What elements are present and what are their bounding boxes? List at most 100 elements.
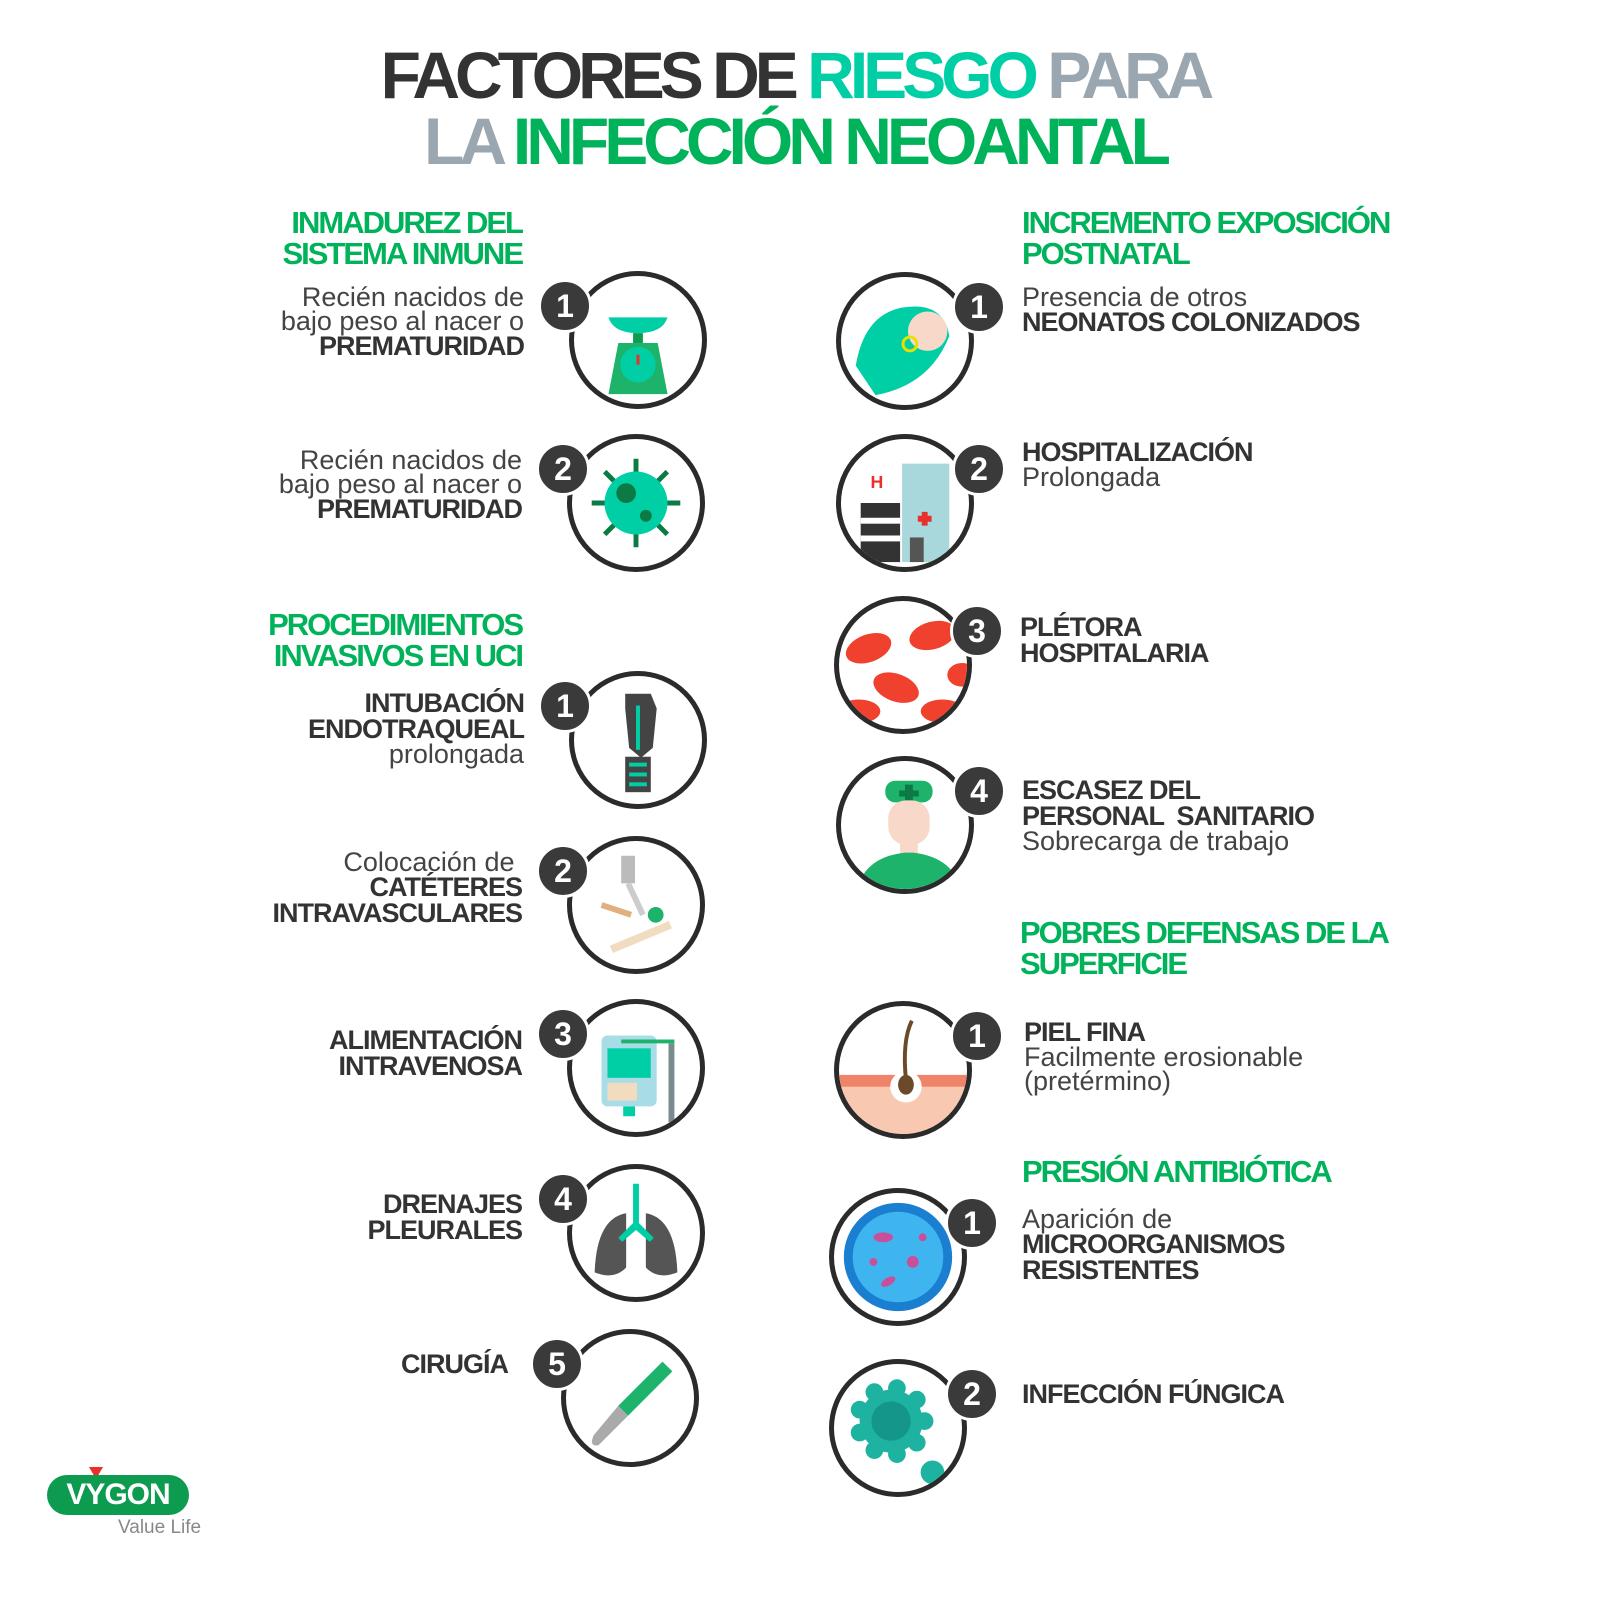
- risk-factor-text: Aparición de MICROORGANISMOS RESISTENTES: [1022, 1206, 1286, 1285]
- heading-line: PRESIÓN ANTIBIÓTICA: [1022, 1154, 1333, 1189]
- section-heading: PROCEDIMIENTOS INVASIVOS EN UCI: [268, 607, 524, 673]
- number-badge: 4: [536, 1172, 590, 1226]
- hospital-icon: H: [860, 463, 950, 563]
- text-line-bold: ALIMENTACIÓN: [329, 1025, 523, 1055]
- svg-text:H: H: [871, 472, 884, 492]
- text-line: Colocación de: [343, 847, 522, 877]
- risk-factor-text: ESCASEZ DEL PERSONAL SANITARIO Sobrecarga …: [1022, 775, 1315, 856]
- text-line: bajo peso al nacer o: [280, 306, 524, 336]
- number-badge: 1: [950, 1009, 1004, 1063]
- section-heading: INCREMENTO EXPOSICIÓN POSTNATAL: [1022, 205, 1391, 271]
- catheter-circle: [567, 836, 705, 974]
- petri-dish-circle: [829, 1188, 967, 1326]
- title-word: PARA: [1047, 38, 1214, 112]
- lungs-circle: [567, 1164, 705, 1302]
- vygon-logo: VYGON: [47, 1475, 189, 1515]
- heading-line: POSTNATAL: [1022, 236, 1191, 271]
- text-line-bold: CATÉTERES: [369, 872, 523, 902]
- text-line: bajo peso al nacer o: [278, 469, 522, 499]
- text-line-bold: INFECCIÓN FÚNGICA: [1022, 1379, 1285, 1409]
- nurse-icon: [857, 780, 961, 889]
- text-line-bold: HOSPITALARIA: [1020, 638, 1209, 668]
- text-line-bold: CIRUGÍA: [401, 1349, 509, 1379]
- number-badge: 2: [536, 844, 590, 898]
- iv-bag-circle: [567, 999, 705, 1137]
- title-line-1: FACTORES DE RIESGO PARA: [0, 42, 1595, 108]
- risk-factor-text: Recién nacidos de bajo peso al nacer o PRE…: [278, 447, 523, 524]
- text-line-bold: PREMATURIDAD: [317, 494, 523, 524]
- heading-line: SUPERFICIE: [1020, 946, 1188, 981]
- petri-dish-icon: [843, 1202, 953, 1312]
- risk-factor-text: PLÉTORA HOSPITALARIA: [1020, 612, 1209, 668]
- text-line-bold: PERSONAL SANITARIO: [1022, 801, 1315, 831]
- red-blood-cells-circle: [834, 596, 972, 734]
- catheter-icon: [600, 855, 672, 953]
- skin-hair-icon: [839, 1019, 967, 1134]
- text-line-bold: PLEURALES: [367, 1215, 523, 1245]
- text-line-bold: NEONATOS COLONIZADOS: [1022, 307, 1361, 337]
- section-heading: POBRES DEFENSAS DE LA SUPERFICIE: [1020, 915, 1390, 981]
- text-line-bold: PLÉTORA: [1020, 612, 1143, 642]
- virus-circle: [567, 434, 705, 572]
- text-line-bold: RESISTENTES: [1022, 1255, 1200, 1285]
- heading-line: PROCEDIMIENTOS: [268, 607, 524, 642]
- skin-hair-circle: [834, 1001, 972, 1139]
- scale-circle: [569, 271, 707, 409]
- endotracheal-tube-icon: [625, 693, 657, 793]
- title-word: RIESGO: [807, 38, 1048, 112]
- heading-line: SISTEMA INMUNE: [282, 236, 524, 271]
- fungus-circle: [829, 1359, 967, 1497]
- text-line: Sobrecarga de trabajo: [1022, 826, 1290, 856]
- newborn-icon: [855, 306, 950, 396]
- number-badge: 1: [538, 279, 592, 333]
- red-blood-cells-icon: [839, 620, 967, 724]
- text-line-bold: DRENAJES: [382, 1189, 523, 1219]
- text-line: (pretérmino): [1024, 1066, 1172, 1096]
- title-line-2: LA INFECCIÓN NEOANTAL: [0, 108, 1595, 174]
- text-line-bold: HOSPITALIZACIÓN: [1022, 437, 1253, 467]
- number-badge: 2: [945, 1367, 999, 1421]
- heading-line: INVASIVOS EN UCI: [273, 638, 524, 673]
- newborn-circle: [836, 272, 974, 410]
- text-line: Presencia de otros: [1022, 282, 1248, 312]
- scale-icon: [608, 317, 668, 395]
- endotracheal-tube-circle: [569, 671, 707, 809]
- number-badge: 5: [530, 1337, 584, 1391]
- text-line-bold: ESCASEZ DEL: [1022, 775, 1201, 805]
- lungs-icon: [594, 1183, 678, 1276]
- heading-line: POBRES DEFENSAS DE LA: [1020, 915, 1390, 950]
- logo-tagline: Value Life: [118, 1517, 202, 1538]
- text-line: Prolongada: [1022, 462, 1161, 492]
- title-word: LA: [424, 104, 513, 178]
- text-line-bold: PREMATURIDAD: [319, 331, 525, 361]
- risk-factor-text: Recién nacidos de bajo peso al nacer o PRE…: [280, 282, 525, 361]
- text-line: prolongada: [388, 739, 524, 769]
- section-heading: PRESIÓN ANTIBIÓTICA: [1022, 1154, 1333, 1189]
- risk-factor-text: Colocación de CATÉTERES INTRAVASCULARES: [272, 847, 523, 928]
- number-badge: 4: [952, 764, 1006, 818]
- heading-line: INMADUREZ DEL: [291, 205, 524, 240]
- iv-bag-icon: [601, 1035, 675, 1123]
- hospital-circle: H: [836, 434, 974, 572]
- title-word: INFECCIÓN NEOANTAL: [512, 104, 1171, 178]
- number-badge: 1: [538, 679, 592, 733]
- risk-factor-text: INTUBACIÓN ENDOTRAQUEAL prolongada: [308, 688, 526, 769]
- heading-line: INCREMENTO EXPOSICIÓN: [1022, 205, 1391, 240]
- risk-factor-text: DRENAJES PLEURALES: [367, 1189, 523, 1245]
- number-badge: 1: [952, 280, 1006, 334]
- risk-factor-text: HOSPITALIZACIÓN Prolongada: [1022, 437, 1253, 492]
- text-line-bold: INTRAVASCULARES: [272, 898, 523, 928]
- number-badge: 1: [945, 1196, 999, 1250]
- scalpel-circle: [561, 1329, 699, 1467]
- text-line-bold: INTRAVENOSA: [338, 1051, 523, 1081]
- text-line: Facilmente erosionable: [1024, 1042, 1304, 1072]
- virus-icon: [591, 458, 681, 548]
- risk-factor-text: PIEL FINA Facilmente erosionable (pretérmi…: [1024, 1019, 1304, 1096]
- number-badge: 3: [950, 604, 1004, 658]
- nurse-circle: [836, 756, 974, 894]
- title-word: FACTORES DE: [380, 38, 808, 112]
- scalpel-icon: [591, 1361, 673, 1446]
- text-line: Recién nacidos de: [301, 282, 524, 312]
- risk-factor-text: Presencia de otros NEONATOS COLONIZADOS: [1022, 282, 1361, 337]
- text-line-bold: INTUBACIÓN: [364, 688, 526, 718]
